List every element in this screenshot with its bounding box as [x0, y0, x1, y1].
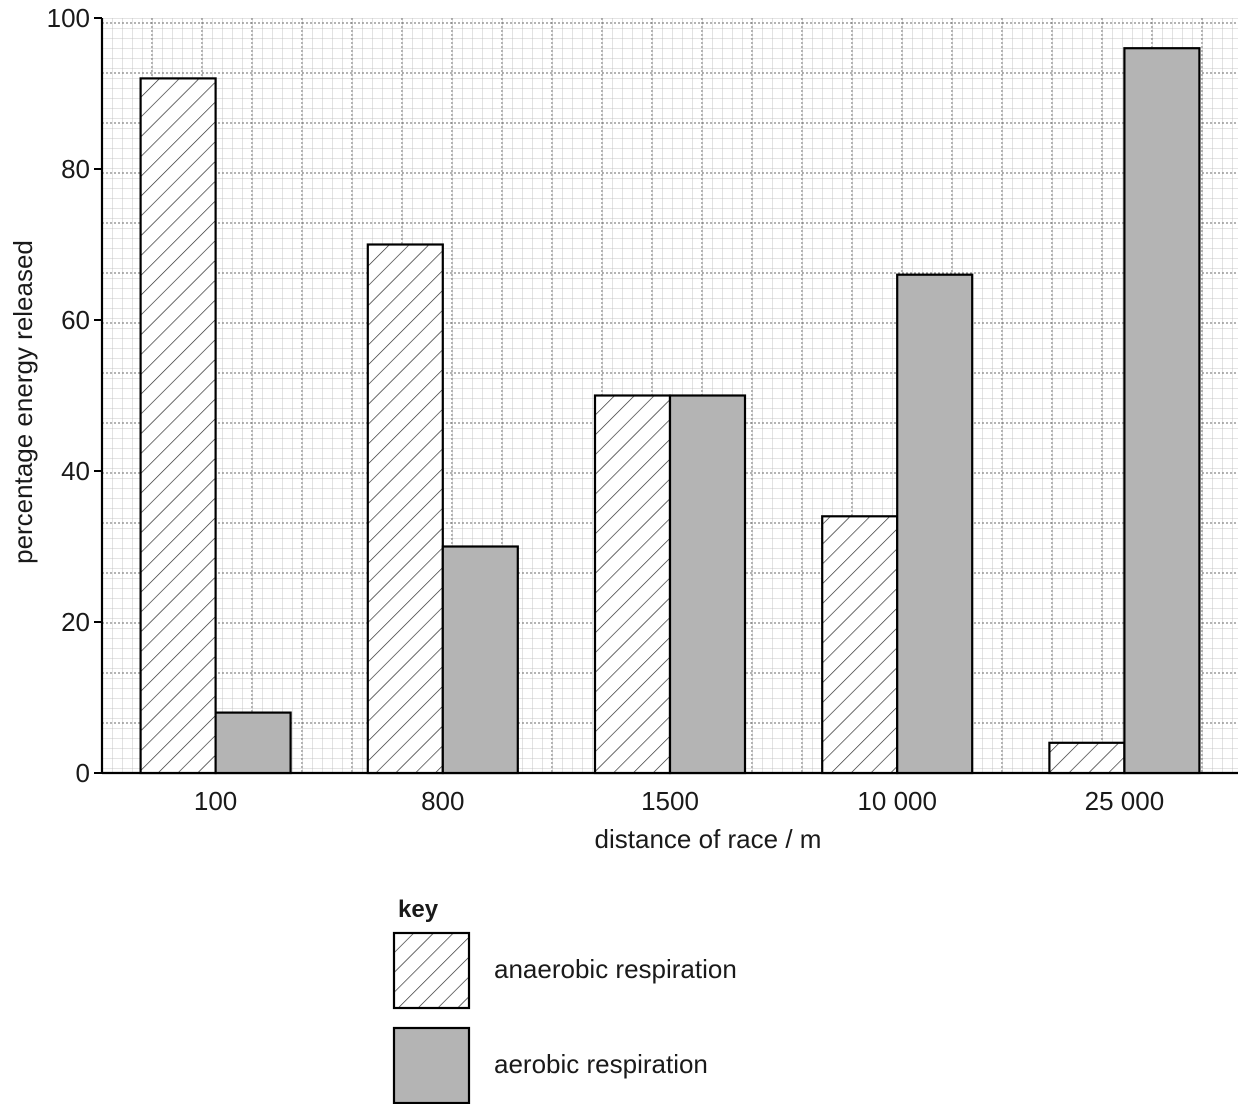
legend-title: key [398, 896, 439, 923]
bar-aerobic-4 [1123, 47, 1201, 775]
legend-swatch-anaerobic [392, 931, 471, 1010]
legend-label: anaerobic respiration [494, 954, 737, 984]
bar-anaerobic-1 [366, 243, 444, 775]
bar-aerobic-2 [668, 394, 747, 775]
legend-label: aerobic respiration [494, 1049, 708, 1079]
x-tick-label: 800 [421, 786, 464, 816]
x-tick-label: 100 [194, 786, 237, 816]
bar-aerobic-0 [214, 711, 292, 775]
x-axis-title: distance of race / m [595, 824, 822, 854]
bar-anaerobic-3 [821, 515, 899, 775]
y-tick-label: 100 [47, 3, 90, 33]
y-axis-ticks: 0 20 40 60 80 100 [47, 3, 102, 788]
x-tick-label: 25 000 [1085, 786, 1165, 816]
y-tick-label: 0 [76, 758, 90, 788]
x-tick-label: 10 000 [857, 786, 937, 816]
legend: key anaerobic respiration aerobic respira… [392, 896, 737, 1104]
bar-anaerobic-0 [139, 77, 217, 775]
y-tick-label: 80 [61, 154, 90, 184]
bars [139, 47, 1201, 775]
x-tick-label: 1500 [641, 786, 699, 816]
bar-aerobic-1 [441, 545, 519, 775]
x-axis-ticks: 100 800 1500 10 000 25 000 [194, 786, 1164, 816]
legend-swatch-aerobic [392, 1026, 471, 1104]
bar-anaerobic-4 [1048, 741, 1126, 775]
bar-aerobic-3 [896, 273, 974, 775]
y-tick-label: 60 [61, 305, 90, 335]
bar-anaerobic-2 [593, 394, 672, 775]
y-axis-title: percentage energy released [8, 240, 38, 564]
y-tick-label: 40 [61, 456, 90, 486]
y-tick-label: 20 [61, 607, 90, 637]
